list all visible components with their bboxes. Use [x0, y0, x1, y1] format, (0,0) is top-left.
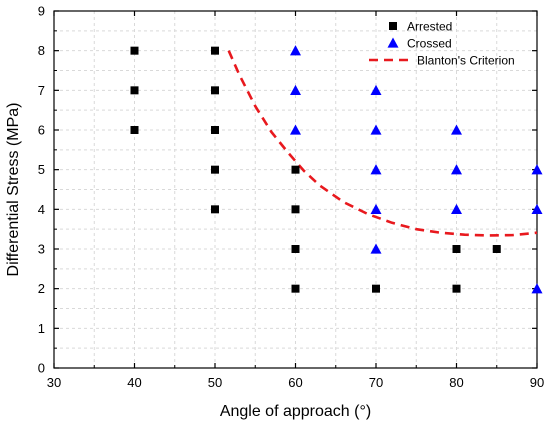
crossed-point [531, 283, 543, 294]
x-tick-label: 40 [127, 375, 141, 390]
arrested-point [372, 284, 380, 293]
crossed-point [290, 124, 301, 135]
arrested-point [291, 165, 300, 174]
y-tick-label: 3 [38, 242, 45, 257]
legend-marker-arrested [389, 22, 397, 30]
legend: Arrested Crossed Blanton's Criterion [369, 20, 515, 68]
y-tick-label: 6 [38, 123, 45, 138]
crossed-point [451, 164, 462, 175]
crossed-point [531, 164, 543, 175]
x-tick-label: 70 [369, 375, 383, 390]
axis-ticks: 30 40 50 60 70 80 90 0 1 2 3 4 5 6 7 8 9 [38, 4, 544, 391]
crossed-point [370, 243, 382, 254]
y-tick-label: 9 [38, 4, 45, 19]
crossed-point [290, 45, 301, 56]
x-tick-label: 80 [449, 375, 463, 390]
arrested-point [291, 284, 300, 293]
arrested-point [291, 245, 300, 253]
arrested-point [211, 165, 219, 174]
arrested-point [452, 245, 461, 253]
arrested-point [211, 205, 219, 214]
arrested-point [452, 284, 461, 293]
crossed-point [290, 84, 301, 96]
x-tick-label: 50 [208, 375, 222, 390]
y-tick-label: 5 [38, 162, 45, 177]
x-tick-label: 30 [47, 375, 61, 390]
y-tick-label: 2 [38, 281, 45, 296]
legend-marker-crossed [387, 37, 399, 48]
y-tick-label: 1 [38, 321, 45, 336]
crossed-point [370, 124, 382, 135]
crossed-point [531, 203, 543, 215]
x-axis-label: Angle of approach (°) [220, 403, 371, 420]
legend-label-crossed: Crossed [407, 37, 452, 51]
arrested-point [130, 126, 139, 134]
crossed-point [370, 84, 382, 96]
crossed-point [370, 203, 382, 215]
y-tick-label: 7 [38, 83, 45, 98]
arrested-point [211, 46, 219, 55]
y-axis-label: Differential Stress (MPa) [5, 103, 22, 277]
y-tick-label: 8 [38, 43, 45, 58]
data-series [130, 45, 543, 294]
arrested-point [291, 205, 300, 214]
blanton-criterion-curve [227, 50, 538, 237]
arrested-point [211, 126, 219, 134]
y-tick-label: 4 [38, 202, 45, 217]
crossed-point [370, 164, 382, 175]
legend-label-arrested: Arrested [407, 20, 452, 34]
x-tick-label: 90 [530, 375, 544, 390]
arrested-point [130, 86, 139, 95]
crossed-point [451, 124, 462, 135]
crossed-point [451, 203, 462, 215]
arrested-point [492, 245, 501, 253]
legend-label-blanton: Blanton's Criterion [417, 54, 515, 68]
y-tick-label: 0 [38, 361, 45, 376]
arrested-point [211, 86, 219, 95]
arrested-point [130, 46, 139, 55]
x-tick-label: 60 [288, 375, 302, 390]
